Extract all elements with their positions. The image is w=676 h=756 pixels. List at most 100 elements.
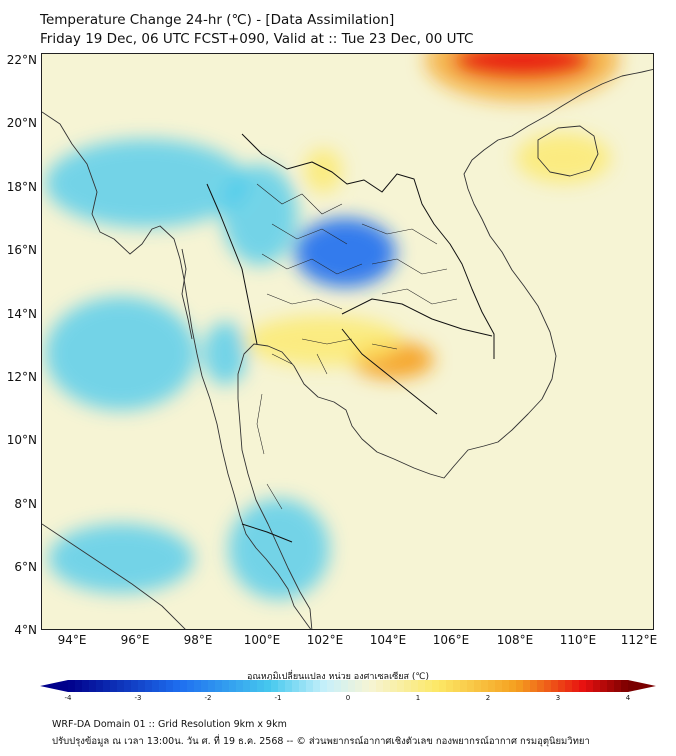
colorbar-segment: [292, 680, 300, 692]
colorbar-segment: [82, 680, 90, 692]
lat-label-6n: 6°N: [14, 560, 37, 574]
hainan-island: [537, 125, 599, 177]
colorbar-segment: [306, 680, 314, 692]
colorbar-segment: [572, 680, 580, 692]
warm-anomaly-area-4: [244, 315, 403, 367]
cool-anomaly-area-5: [48, 523, 194, 594]
cool-anomaly-area-0: [294, 217, 396, 288]
cool-anomaly-area-6: [203, 322, 248, 386]
colorbar-segment: [341, 680, 349, 692]
border-east: [341, 298, 493, 337]
colorbar-segment: [215, 680, 223, 692]
colorbar-segment: [565, 680, 573, 692]
colorbar-segments: [68, 680, 629, 692]
colorbar-segment: [208, 680, 216, 692]
colorbar-segment: [355, 680, 363, 692]
colorbar-segment: [397, 680, 405, 692]
colorbar-segment: [411, 680, 419, 692]
colorbar-segment: [243, 680, 251, 692]
country-borders: [206, 133, 495, 543]
colorbar-segment: [222, 680, 230, 692]
colorbar-segment: [320, 680, 328, 692]
colorbar-segment: [586, 680, 594, 692]
colorbar-segment: [159, 680, 167, 692]
coastlines: [42, 68, 653, 629]
cool-anomaly-area-2: [222, 164, 298, 266]
footer-model-info: WRF-DA Domain 01 :: Grid Resolution 9km …: [52, 719, 287, 730]
sumatra-coast: [42, 523, 186, 629]
cool-anomaly-area-3: [45, 296, 197, 411]
lon-label-100e: 100°E: [243, 633, 281, 647]
colorbar-segment: [187, 680, 195, 692]
lon-label-110e: 110°E: [559, 633, 597, 647]
colorbar-tick-minus3: -3: [134, 694, 142, 702]
lat-label-12n: 12°N: [6, 370, 37, 384]
colorbar-segment: [432, 680, 440, 692]
colorbar-segment: [418, 680, 426, 692]
colorbar-segment: [110, 680, 118, 692]
colorbar-segment: [425, 680, 433, 692]
colorbar-tick-minus1: -1: [274, 694, 282, 702]
colorbar: [40, 680, 656, 692]
colorbar-segment: [460, 680, 468, 692]
colorbar-segment: [124, 680, 132, 692]
colorbar-segment: [201, 680, 209, 692]
colorbar-segment: [558, 680, 566, 692]
lon-label-98e: 98°E: [183, 633, 213, 647]
colorbar-segment: [453, 680, 461, 692]
colorbar-segment: [614, 680, 622, 692]
map-canvas: [42, 54, 653, 629]
colorbar-segment: [579, 680, 587, 692]
colorbar-segment: [551, 680, 559, 692]
colorbar-segment: [544, 680, 552, 692]
colorbar-segment: [495, 680, 503, 692]
lat-label-10n: 10°N: [6, 433, 37, 447]
andaman-islands: [181, 248, 193, 340]
colorbar-segment: [600, 680, 608, 692]
colorbar-segment: [439, 680, 447, 692]
colorbar-segment: [390, 680, 398, 692]
colorbar-segment: [131, 680, 139, 692]
colorbar-segment: [474, 680, 482, 692]
colorbar-segment: [96, 680, 104, 692]
colorbar-segment: [488, 680, 496, 692]
colorbar-max-arrow: [628, 680, 656, 692]
lat-label-16n: 16°N: [6, 243, 37, 257]
colorbar-segment: [271, 680, 279, 692]
colorbar-tick-2: 2: [485, 694, 491, 702]
colorbar-segment: [145, 680, 153, 692]
colorbar-segment: [523, 680, 531, 692]
province-boundaries: [256, 183, 458, 510]
warm-anomaly-area-2: [304, 148, 343, 193]
colorbar-segment: [446, 680, 454, 692]
colorbar-segment: [607, 680, 615, 692]
lon-label-94e: 94°E: [57, 633, 87, 647]
colorbar-segment: [68, 680, 76, 692]
colorbar-tick-minus4: -4: [64, 694, 72, 702]
mainland-coastline: [42, 111, 312, 629]
colorbar-segment: [334, 680, 342, 692]
temperature-change-map: [41, 53, 654, 630]
colorbar-segment: [313, 680, 321, 692]
lat-label-20n: 20°N: [6, 116, 37, 130]
border-south: [341, 328, 438, 415]
colorbar-segment: [481, 680, 489, 692]
colorbar-segment: [467, 680, 475, 692]
colorbar-segment: [593, 680, 601, 692]
border-west: [206, 183, 258, 345]
colorbar-min-arrow: [40, 680, 68, 692]
border-north: [241, 133, 495, 359]
colorbar-segment: [369, 680, 377, 692]
colorbar-segment: [229, 680, 237, 692]
lat-label-8n: 8°N: [14, 497, 37, 511]
lon-label-108e: 108°E: [496, 633, 534, 647]
lon-label-104e: 104°E: [369, 633, 407, 647]
colorbar-tick-4: 4: [625, 694, 631, 702]
colorbar-segment: [103, 680, 111, 692]
map-subtitle: Friday 19 Dec, 06 UTC FCST+090, Valid at…: [40, 31, 474, 47]
lon-label-112e: 112°E: [620, 633, 658, 647]
colorbar-segment: [173, 680, 181, 692]
colorbar-title: อุณหภูมิเปลี่ยนแปลง หน่วย องศาเซลเซียส (…: [246, 672, 430, 682]
province-lines: [256, 183, 458, 510]
colorbar-tick-1: 1: [415, 694, 421, 702]
